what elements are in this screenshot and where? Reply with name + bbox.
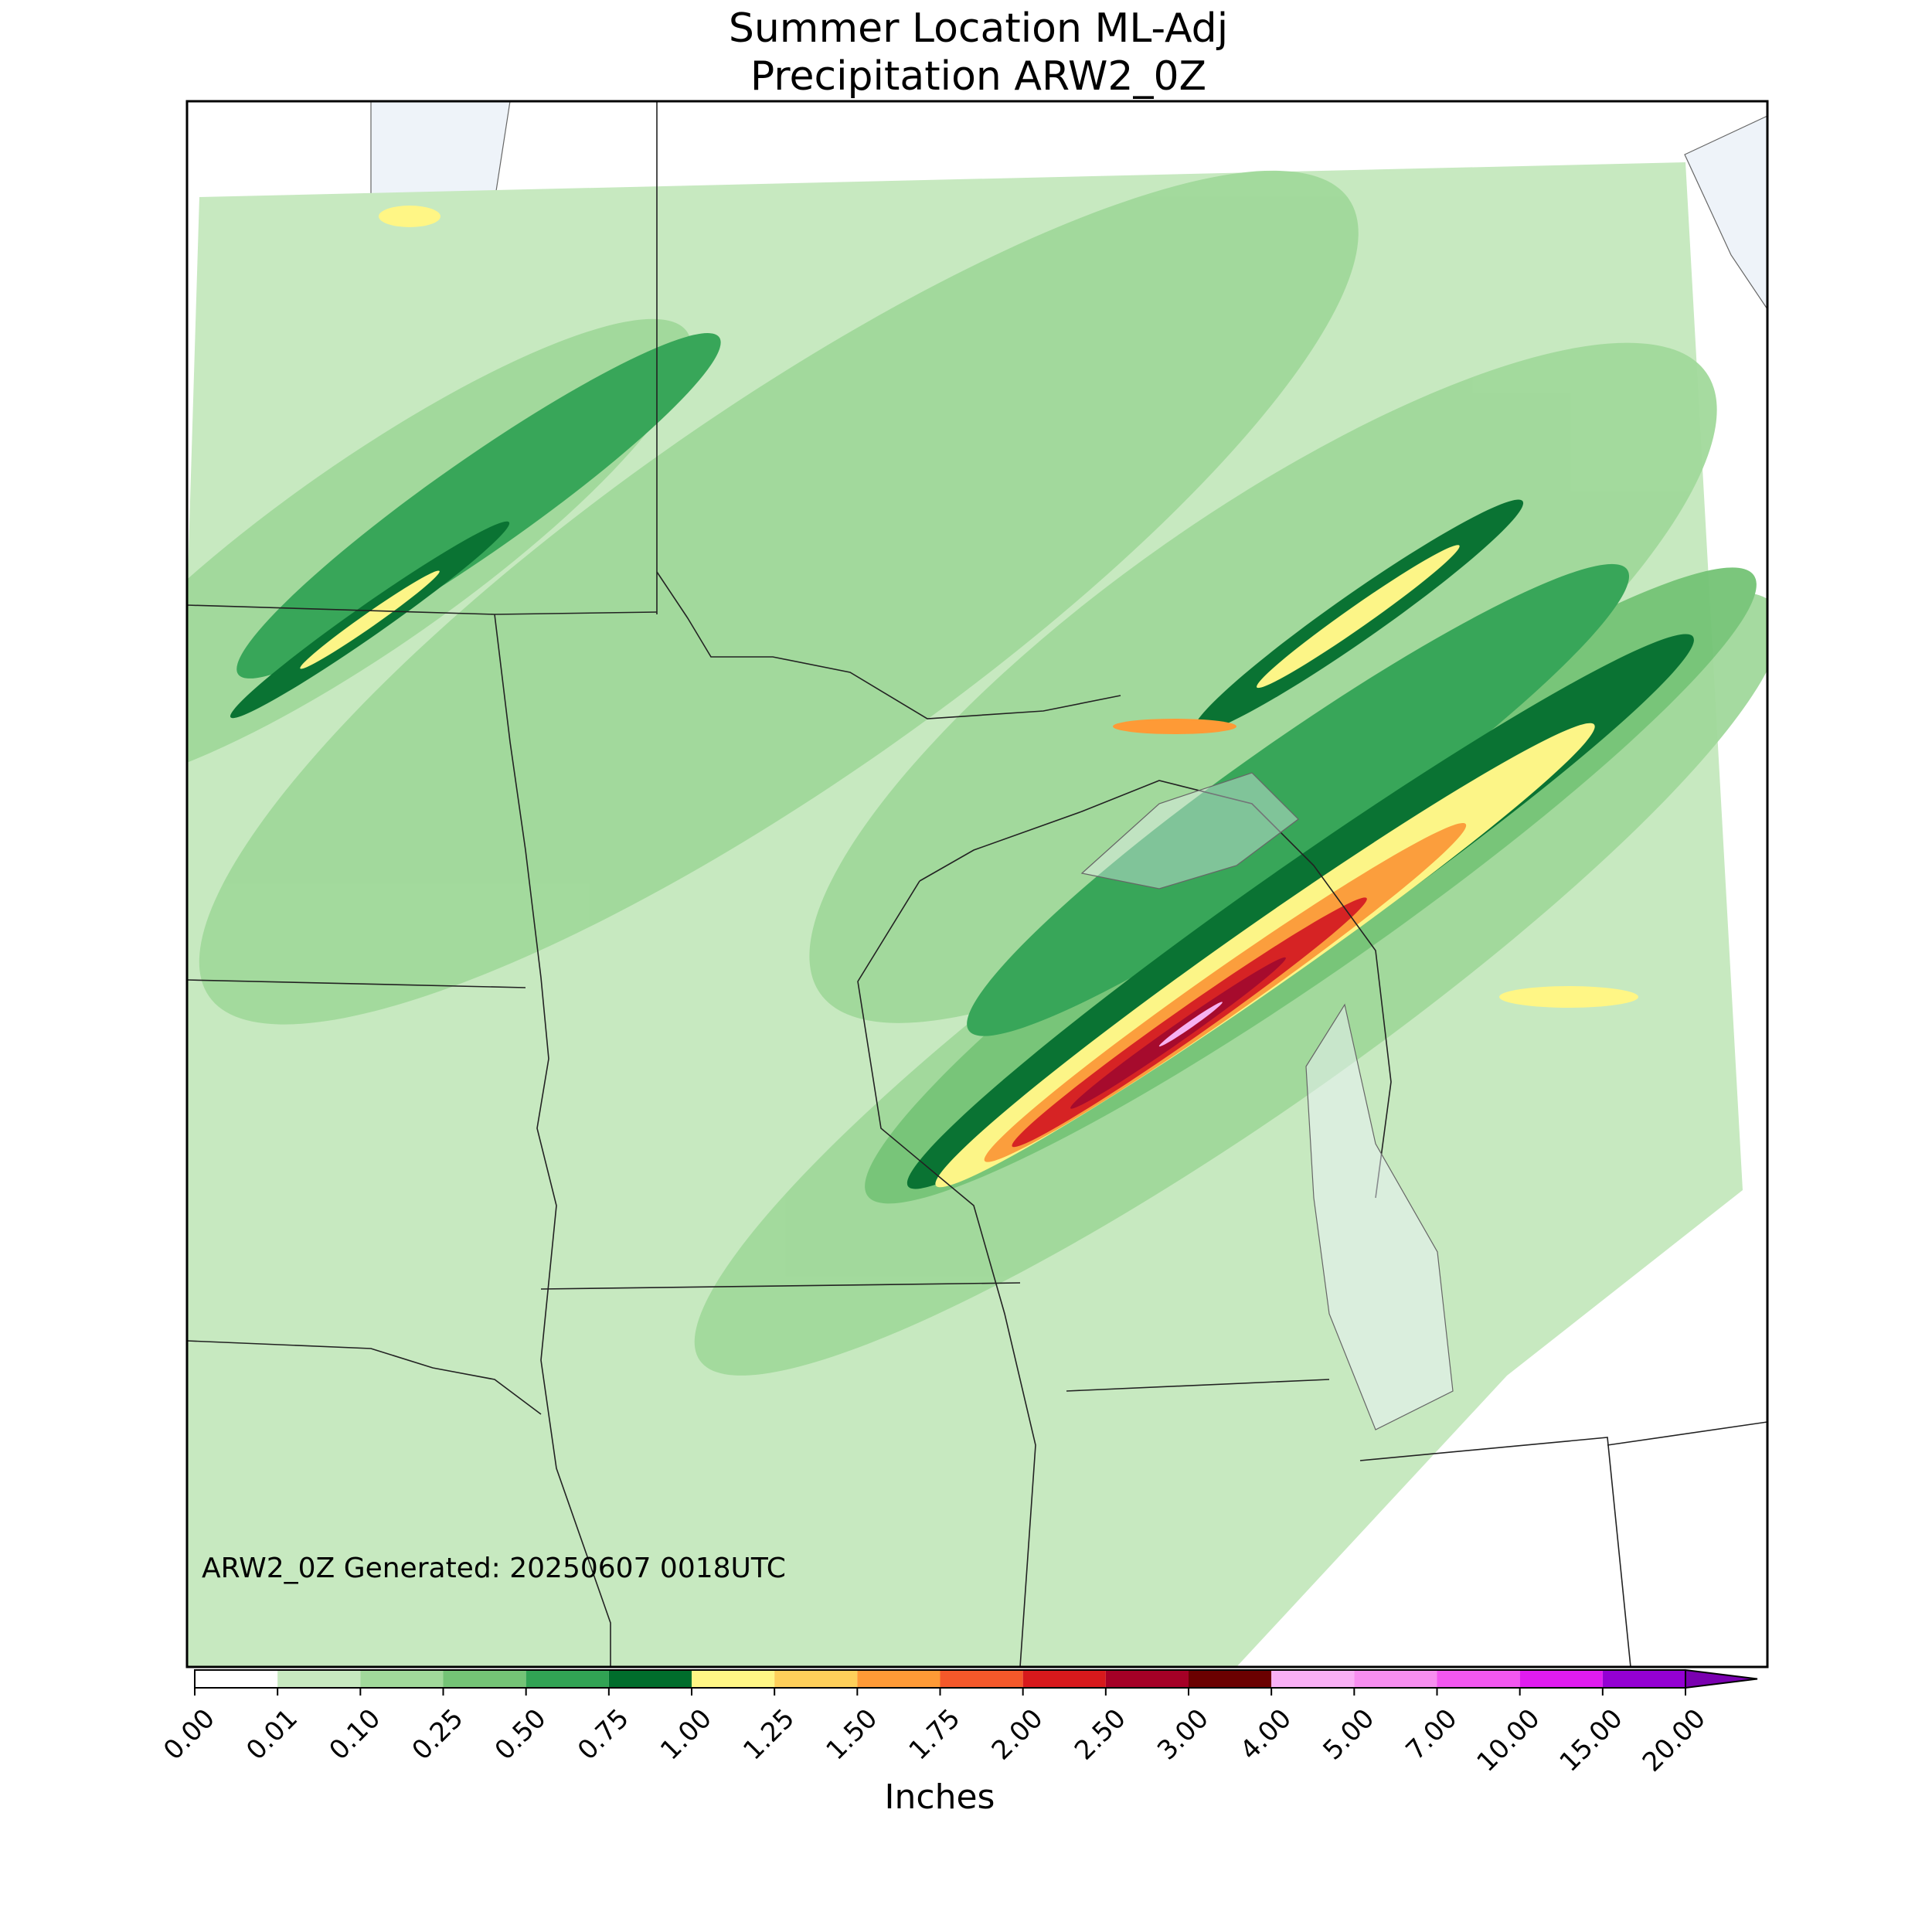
colorbar-tick-label: 0.01 [240,1703,304,1767]
annotation: ARW2_0Z Generated: 20250607 0018UTC [202,1553,786,1584]
colorbar-segment [443,1670,526,1688]
colorbar-segment [608,1670,692,1688]
colorbar-tick-label: 0.75 [572,1703,635,1767]
colorbar-tick-label: 4.00 [1234,1703,1298,1767]
colorbar-segment [774,1670,858,1688]
colorbar: 0.00 0.01 0.10 0.25 0.50 0.75 1.00 1.25 1.50 1.75… [158,1668,1758,1778]
colorbar-tick-label: 1.50 [820,1703,883,1767]
colorbar-segment [195,1670,278,1688]
colorbar-segment [1271,1670,1355,1688]
colorbar-segment [1354,1670,1437,1688]
map-frame [185,100,1769,1668]
colorbar-tick-label: 20.00 [1637,1703,1712,1778]
colorbar-segment [692,1670,775,1688]
colorbar-tick-label: 1.00 [655,1703,718,1767]
colorbar-segment [526,1670,609,1688]
colorbar-tick-label: 2.50 [1069,1703,1132,1767]
colorbar-segment [1189,1670,1272,1688]
colorbar-tick-label: 1.75 [903,1703,967,1767]
colorbar-segment [940,1670,1023,1688]
colorbar-tick-label: 0.00 [158,1703,221,1767]
colorbar-extension [1685,1668,1758,1689]
colorbar-label: Inches [885,1777,995,1817]
title-line: Precipitation ARW2_0Z [750,53,1206,100]
colorbar-segment [1602,1670,1685,1688]
colorbar-tick-label: 7.00 [1400,1703,1464,1767]
colorbar-tick-label: 0.50 [489,1703,553,1767]
colorbar-tick-label: 0.25 [406,1703,470,1767]
colorbar-tick-label: 3.00 [1151,1703,1215,1767]
colorbar-segment [1519,1670,1603,1688]
colorbar-segment [857,1670,940,1688]
map-area [187,101,1767,1667]
colorbar-tick-label: 1.25 [737,1703,801,1767]
colorbar-tick-label: 5.00 [1317,1703,1380,1767]
colorbar-segment [1022,1670,1106,1688]
colorbar-tick-label: 0.10 [323,1703,386,1767]
colorbar-tick-label: 2.00 [986,1703,1049,1767]
colorbar-tick-label: 15.00 [1554,1703,1629,1778]
colorbar-segment [1105,1670,1189,1688]
colorbar-segment [277,1670,361,1688]
colorbar-tick-label: 10.00 [1471,1703,1546,1778]
colorbar-segment [360,1670,444,1688]
title-line: Summer Location ML-Adj [729,5,1228,52]
colorbar-segment [1437,1670,1520,1688]
